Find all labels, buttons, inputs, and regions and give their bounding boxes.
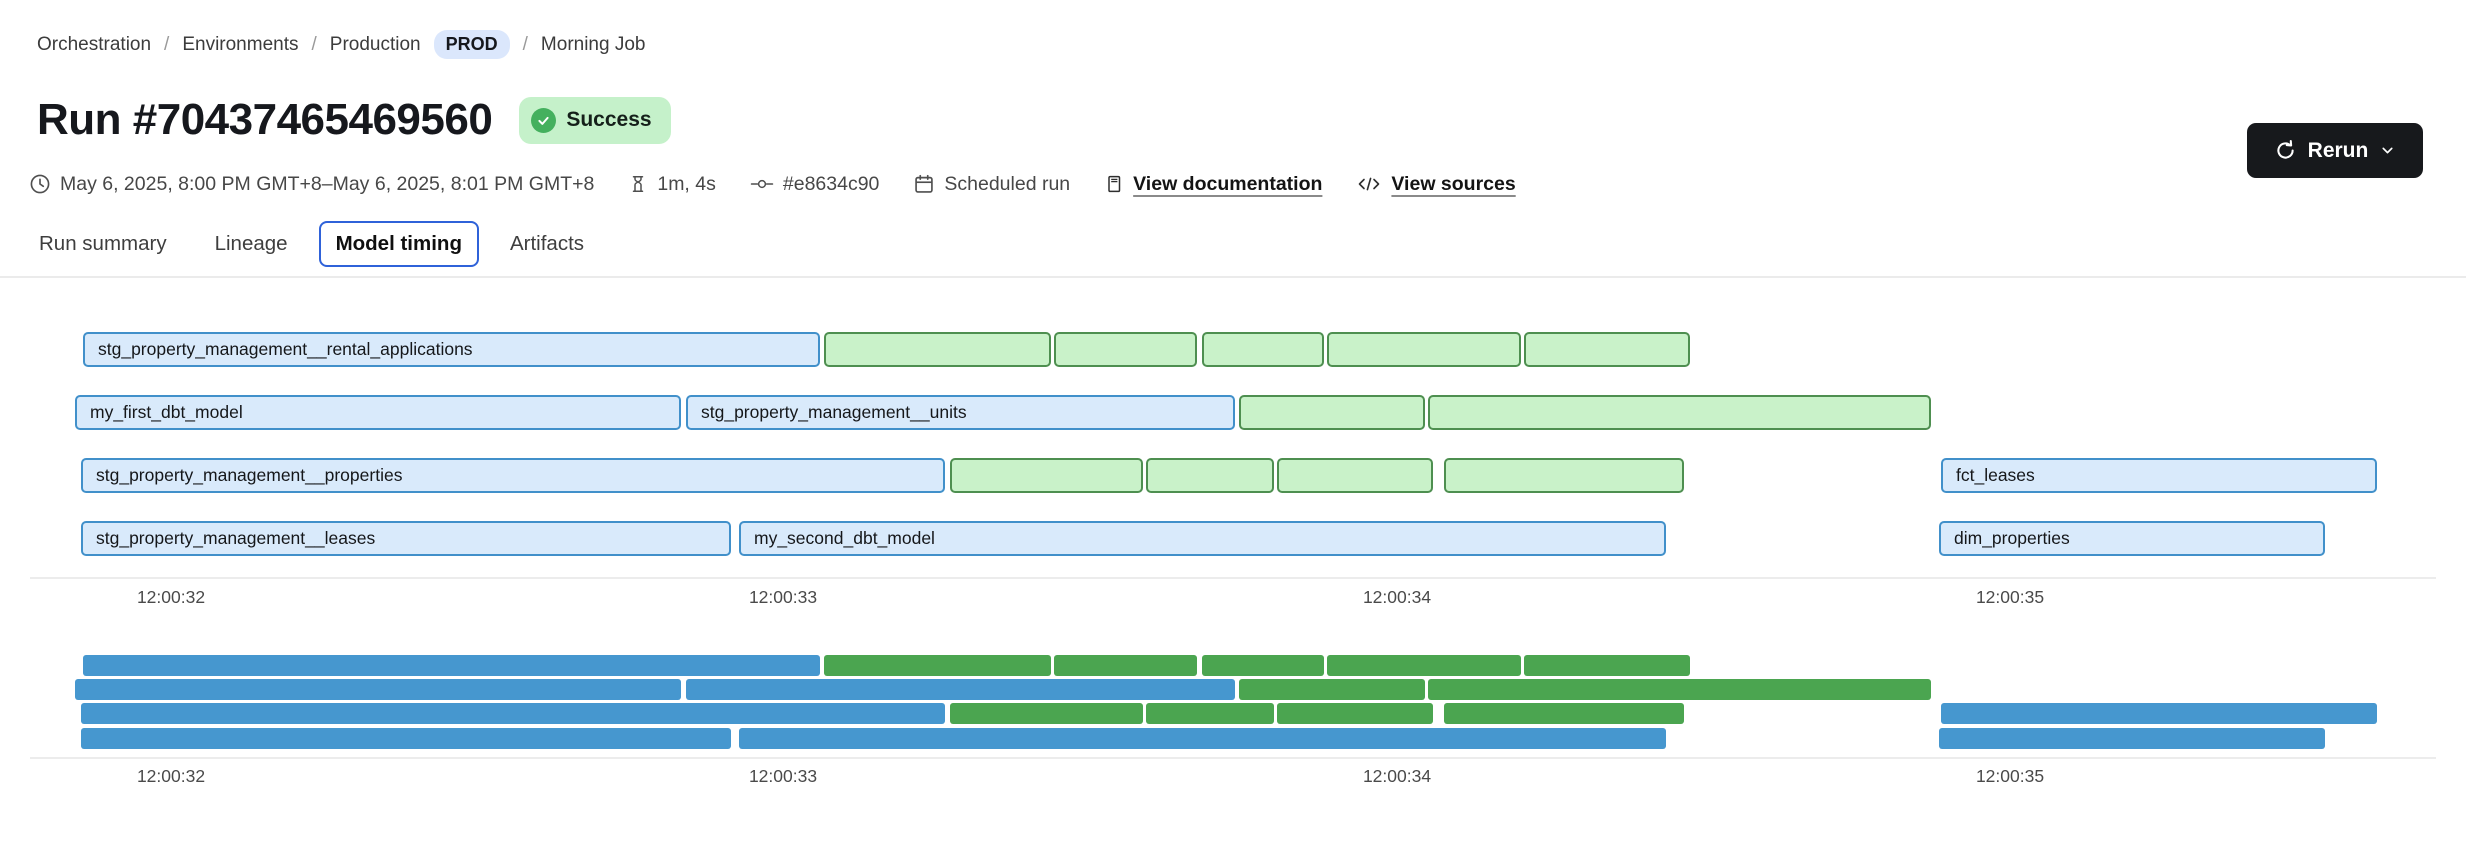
run-time-range: May 6, 2025, 8:00 PM GMT+8–May 6, 2025, …	[29, 173, 594, 196]
env-badge-prod: PROD	[433, 30, 510, 59]
calendar-icon	[915, 174, 934, 193]
gantt-bar-label: stg_property_management__rental_applicat…	[98, 339, 473, 359]
time-axis-line	[30, 757, 2436, 759]
time-tick-label: 12:00:34	[1362, 587, 1432, 607]
gantt-bar[interactable]	[1239, 395, 1425, 430]
minimap-bar	[1524, 655, 1690, 676]
gantt-bar-label: stg_property_management__leases	[96, 528, 376, 548]
gantt-bar[interactable]	[1327, 332, 1521, 367]
minimap-bar	[1327, 655, 1521, 676]
gantt-bar-label: my_first_dbt_model	[90, 402, 243, 422]
minimap-bar	[950, 703, 1143, 724]
status-badge: Success	[519, 96, 671, 144]
timing-minimap-brush[interactable]: 12:00:32 12:00:33 12:00:34 12:00:35	[0, 645, 2466, 805]
breadcrumb-separator: /	[522, 33, 528, 55]
gantt-bar[interactable]: stg_property_management__rental_applicat…	[83, 332, 820, 367]
gantt-bar-label: stg_property_management__properties	[96, 465, 403, 485]
view-documentation-link[interactable]: View documentation	[1104, 173, 1322, 196]
gantt-bar-label: dim_properties	[1954, 528, 2070, 548]
hourglass-icon	[633, 176, 644, 192]
time-tick-label: 12:00:35	[1975, 766, 2045, 786]
minimap-bar	[75, 679, 681, 700]
gantt-bar[interactable]: stg_property_management__units	[686, 395, 1235, 430]
minimap-bar	[1239, 679, 1425, 700]
time-axis-line	[30, 577, 2436, 579]
breadcrumb-environments[interactable]: Environments	[182, 33, 299, 55]
gantt-bar[interactable]: fct_leases	[1941, 458, 2377, 493]
minimap-bar	[83, 655, 820, 676]
gantt-bar[interactable]	[1428, 395, 1931, 430]
gantt-bar[interactable]	[824, 332, 1051, 367]
minimap-bar	[1202, 655, 1324, 676]
tabs-divider	[0, 276, 2466, 278]
breadcrumb-morning-job[interactable]: Morning Job	[540, 33, 646, 55]
minimap-bar	[739, 728, 1666, 749]
breadcrumb: Orchestration / Environments / Productio…	[37, 30, 645, 59]
minimap-bar	[1277, 703, 1433, 724]
chevron-down-icon	[2379, 142, 2396, 159]
run-trigger: Scheduled run	[913, 173, 1070, 196]
gantt-bar[interactable]	[1444, 458, 1684, 493]
time-tick-label: 12:00:33	[748, 587, 818, 607]
gantt-bar[interactable]	[1277, 458, 1433, 493]
breadcrumb-production[interactable]: Production	[329, 33, 421, 55]
time-tick-label: 12:00:32	[136, 587, 206, 607]
title-row: Run #70437465469560 Success	[37, 92, 671, 148]
time-tick-label: 12:00:32	[136, 766, 206, 786]
breadcrumb-orchestration[interactable]: Orchestration	[37, 33, 152, 55]
gantt-bar[interactable]	[1524, 332, 1690, 367]
gantt-bar[interactable]	[1146, 458, 1274, 493]
gantt-bar-label: fct_leases	[1956, 465, 2035, 485]
documentation-icon	[1108, 175, 1121, 193]
gantt-bar[interactable]: my_second_dbt_model	[739, 521, 1666, 556]
minimap-bar	[81, 728, 731, 749]
commit-icon	[750, 179, 774, 189]
minimap-bar	[1146, 703, 1274, 724]
gantt-bar[interactable]	[950, 458, 1143, 493]
gantt-bar[interactable]: dim_properties	[1939, 521, 2325, 556]
success-check-icon	[531, 107, 557, 133]
tab-lineage[interactable]: Lineage	[214, 232, 288, 255]
breadcrumb-separator: /	[164, 33, 170, 55]
time-tick-label: 12:00:35	[1975, 587, 2045, 607]
page-title: Run #70437465469560	[37, 95, 493, 144]
time-tick-label: 12:00:33	[748, 766, 818, 786]
status-badge-label: Success	[566, 108, 652, 131]
gantt-bar[interactable]: stg_property_management__properties	[81, 458, 945, 493]
rerun-button[interactable]: Rerun	[2247, 123, 2423, 178]
gantt-bar-label: stg_property_management__units	[701, 402, 967, 422]
time-tick-label: 12:00:34	[1362, 766, 1432, 786]
minimap-bar	[1428, 679, 1931, 700]
gantt-bar[interactable]: my_first_dbt_model	[75, 395, 681, 430]
refresh-icon	[2274, 139, 2297, 162]
view-sources-link[interactable]: View sources	[1356, 173, 1516, 196]
minimap-bar	[1054, 655, 1197, 676]
minimap-bar	[81, 703, 945, 724]
tab-artifacts[interactable]: Artifacts	[509, 232, 585, 255]
gantt-bar[interactable]	[1054, 332, 1197, 367]
minimap-bar	[686, 679, 1235, 700]
breadcrumb-separator: /	[311, 33, 317, 55]
tab-run-summary[interactable]: Run summary	[39, 232, 167, 255]
gantt-bar[interactable]	[1202, 332, 1324, 367]
run-metadata-row: May 6, 2025, 8:00 PM GMT+8–May 6, 2025, …	[29, 168, 1516, 200]
minimap-bar	[1939, 728, 2325, 749]
minimap-bar	[824, 655, 1051, 676]
minimap-bar	[1941, 703, 2377, 724]
clock-icon	[30, 174, 50, 194]
rerun-button-label: Rerun	[2307, 138, 2369, 162]
model-timing-gantt: 12:00:32 12:00:33 12:00:34 12:00:35 stg_pro…	[0, 310, 2466, 610]
gantt-bar[interactable]: stg_property_management__leases	[81, 521, 731, 556]
gantt-bar-label: my_second_dbt_model	[754, 528, 935, 548]
minimap-bar	[1444, 703, 1684, 724]
tab-model-timing[interactable]: Model timing	[318, 221, 479, 267]
run-duration: 1m, 4s	[628, 173, 716, 196]
run-tabs: Run summary Lineage Model timing Artifac…	[22, 221, 601, 267]
commit-sha: #e8634c90	[750, 173, 879, 196]
code-icon	[1359, 177, 1380, 191]
